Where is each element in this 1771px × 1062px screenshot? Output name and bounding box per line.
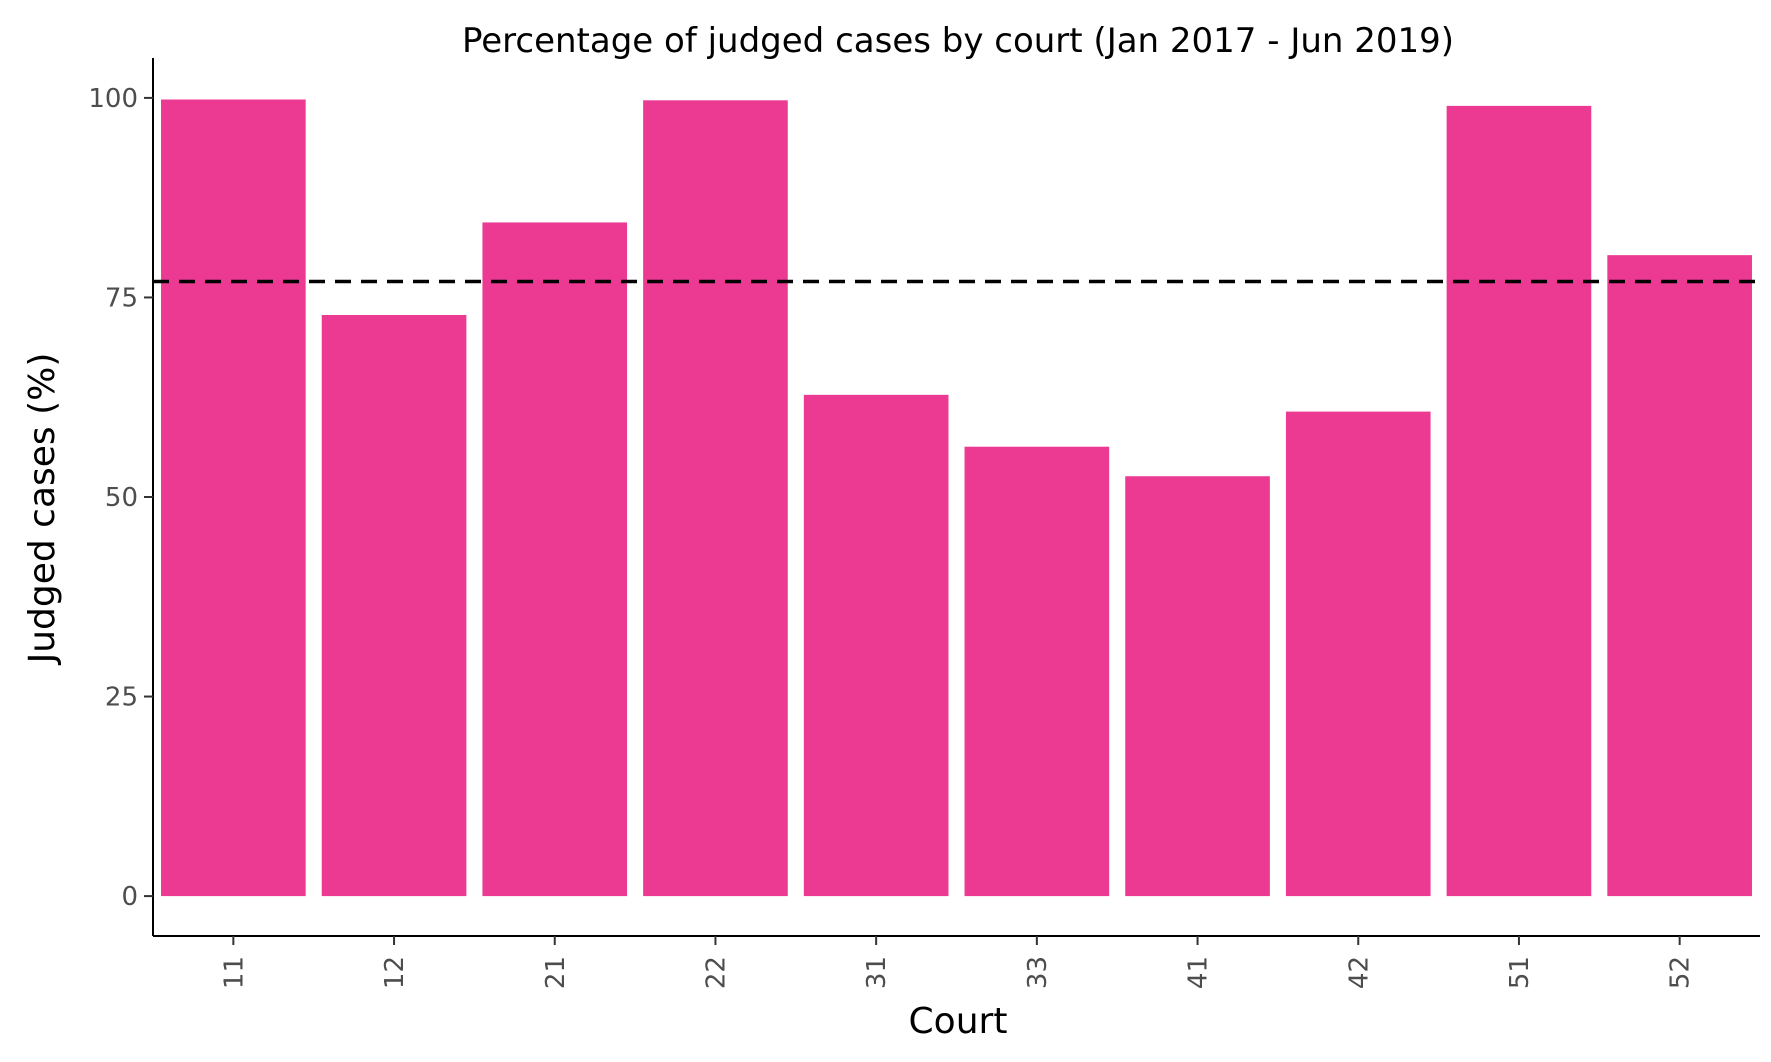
x-tick-label: 51 <box>1505 956 1535 989</box>
chart-title: Percentage of judged cases by court (Jan… <box>462 21 1454 61</box>
bar-court-22 <box>643 100 788 897</box>
x-axis-title: Court <box>909 1001 1008 1042</box>
y-tick-label: 25 <box>105 683 138 713</box>
y-tick-label: 100 <box>88 84 138 114</box>
bars-group <box>161 99 1752 897</box>
y-axis-title: Judged cases (%) <box>22 353 63 666</box>
y-tick-label: 75 <box>105 283 138 313</box>
x-tick-label: 42 <box>1344 956 1374 989</box>
x-tick-label: 41 <box>1184 956 1214 989</box>
bar-court-51 <box>1446 105 1592 897</box>
x-tick-label: 12 <box>380 956 410 989</box>
y-tick-label: 0 <box>121 882 138 912</box>
x-tick-label: 21 <box>541 956 571 989</box>
x-tick-label: 22 <box>701 956 731 989</box>
bar-court-12 <box>321 315 467 897</box>
bar-court-11 <box>161 99 306 897</box>
x-tick-label: 11 <box>219 956 249 989</box>
bar-court-42 <box>1285 411 1431 897</box>
x-tick-label: 33 <box>1023 956 1053 989</box>
bar-court-31 <box>803 394 949 897</box>
x-tick-label: 52 <box>1666 956 1696 989</box>
bar-court-41 <box>1125 476 1270 897</box>
bar-court-21 <box>482 222 628 897</box>
bar-court-52 <box>1607 255 1752 897</box>
y-axis: 0 25 50 75 100 <box>88 58 154 936</box>
x-axis: 11 12 21 22 31 33 41 42 51 52 <box>153 935 1760 989</box>
bar-court-33 <box>964 446 1110 897</box>
y-tick-label: 50 <box>105 483 138 513</box>
x-tick-label: 31 <box>862 956 892 989</box>
